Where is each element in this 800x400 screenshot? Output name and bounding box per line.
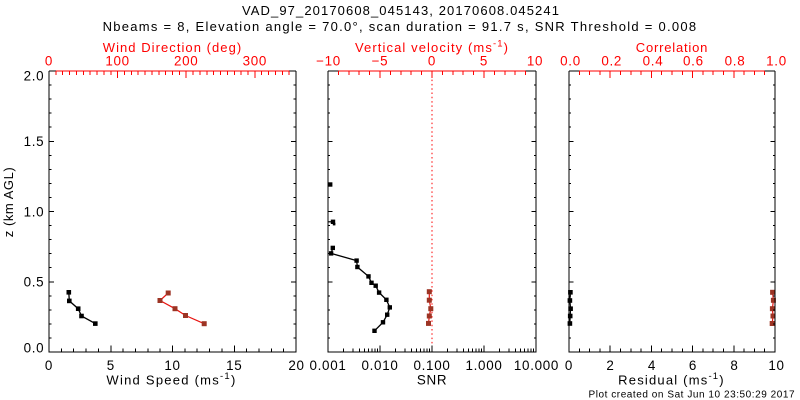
svg-text:0: 0 [428,54,436,69]
svg-text:0: 0 [565,358,573,373]
svg-text:−5: −5 [372,54,389,69]
svg-text:300: 300 [243,54,267,69]
svg-text:5: 5 [480,54,488,69]
svg-text:15: 15 [226,358,242,373]
svg-text:0.2: 0.2 [601,54,622,69]
svg-text:Wind Speed (ms-1): Wind Speed (ms-1) [106,371,236,388]
svg-text:0.8: 0.8 [725,54,746,69]
svg-text:200: 200 [174,54,198,69]
svg-text:10.000: 10.000 [514,358,559,373]
svg-text:−10: −10 [316,54,341,69]
svg-text:20: 20 [288,358,304,373]
svg-text:0: 0 [45,54,53,69]
svg-text:6: 6 [689,358,697,373]
svg-text:Nbeams = 8, Elevation angle =: Nbeams = 8, Elevation angle = 70.0°, sca… [103,19,698,34]
svg-text:SNR: SNR [417,373,447,388]
svg-text:0.0: 0.0 [24,340,45,355]
svg-text:10: 10 [164,358,180,373]
svg-text:2.0: 2.0 [24,68,45,83]
svg-text:5: 5 [107,358,115,373]
svg-text:1.5: 1.5 [24,134,45,149]
svg-text:0.5: 0.5 [24,275,45,290]
svg-text:Wind Direction (deg): Wind Direction (deg) [103,40,243,55]
svg-text:0.6: 0.6 [683,54,704,69]
svg-text:0: 0 [45,358,53,373]
svg-text:1.0: 1.0 [24,204,45,219]
svg-text:Correlation: Correlation [636,40,708,55]
svg-text:0.010: 0.010 [361,358,398,373]
svg-text:1.0: 1.0 [766,54,787,69]
svg-text:10: 10 [527,54,543,69]
svg-text:z (km AGL): z (km AGL) [1,167,16,238]
svg-text:8: 8 [730,358,738,373]
svg-text:10: 10 [768,358,784,373]
svg-text:100: 100 [105,54,129,69]
svg-text:VAD_97_20170608_045143, 201706: VAD_97_20170608_045143, 20170608.045241 [242,3,560,18]
svg-text:Vertical velocity (ms-1): Vertical velocity (ms-1) [355,38,509,55]
svg-text:0.0: 0.0 [560,54,581,69]
svg-text:0.100: 0.100 [413,358,450,373]
svg-text:2: 2 [606,358,614,373]
svg-text:0.001: 0.001 [309,358,346,373]
svg-text:4: 4 [648,358,656,373]
svg-text:Plot created on Sat Jun 10 23:: Plot created on Sat Jun 10 23:50:29 2017 [589,390,796,400]
svg-text:Residual (ms-1): Residual (ms-1) [618,371,725,388]
svg-text:1.000: 1.000 [465,358,502,373]
svg-text:0.4: 0.4 [643,54,664,69]
